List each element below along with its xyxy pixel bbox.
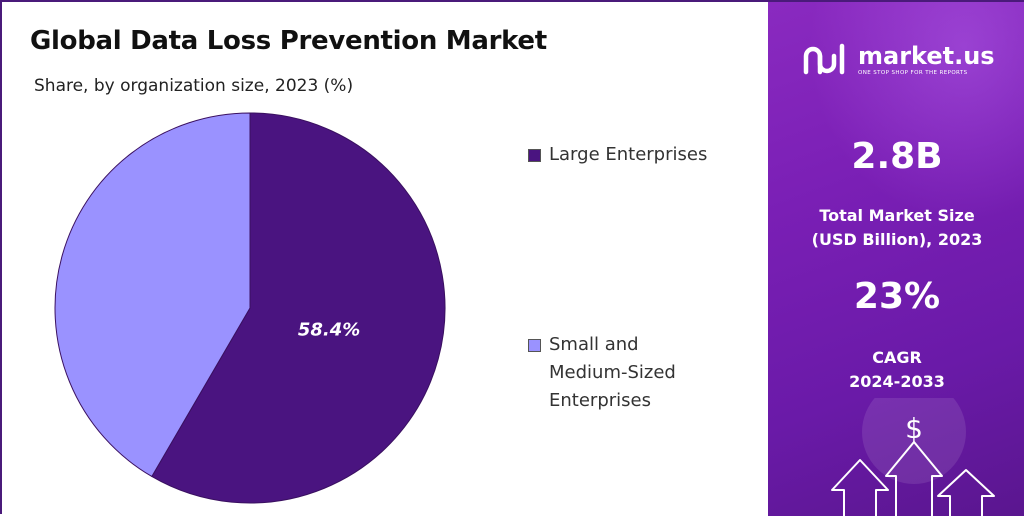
growth-arrows-decoration: $ [831, 398, 995, 516]
up-arrow-right-icon [937, 469, 995, 516]
up-arrow-left-icon [831, 459, 889, 516]
coin-circle-icon [862, 398, 966, 484]
legend-item-small-medium-enterprises: Small and Medium-Sized Enterprises [528, 334, 676, 415]
legend-swatch-large-enterprises [528, 149, 541, 162]
market-size-label-line2: (USD Billion), 2023 [811, 230, 983, 249]
market-size-value: 2.8B [851, 136, 943, 177]
pie-chart: 58.4% [54, 112, 446, 504]
stats-sidebar: market.us ONE STOP SHOP FOR THE REPORTS … [768, 2, 1024, 516]
dollar-icon: $ [905, 412, 923, 445]
sidebar-glow [808, 2, 1024, 222]
legend-item-large-enterprises: Large Enterprises [528, 144, 707, 169]
legend-label-small-medium-enterprises: Small and Medium-Sized Enterprises [549, 334, 676, 411]
cagr-value: 23% [853, 276, 941, 317]
legend-label-large-enterprises: Large Enterprises [549, 144, 708, 165]
market-size-label-line1: Total Market Size [819, 206, 975, 225]
pie-slice-small-and-medium-sized-enterprises [54, 112, 251, 478]
pie-slice-large-enterprises [151, 112, 446, 504]
chart-panel: Global Data Loss Prevention Market Share… [2, 2, 768, 516]
cagr-label-line1: CAGR [872, 348, 922, 367]
brand-logo-group: market.us ONE STOP SHOP FOR THE REPORTS [802, 42, 995, 76]
cagr-label-line2: 2024-2033 [849, 372, 945, 391]
chart-title: Global Data Loss Prevention Market [30, 26, 547, 56]
brand-name: market.us [858, 41, 995, 70]
brand-tagline: ONE STOP SHOP FOR THE REPORTS [858, 69, 968, 76]
pie-data-label-large-enterprises: 58.4% [298, 319, 360, 340]
legend-swatch-small-medium-enterprises [528, 339, 541, 352]
market-us-logo-icon [803, 43, 845, 75]
up-arrow-center-icon [885, 441, 943, 516]
chart-subtitle: Share, by organization size, 2023 (%) [34, 76, 354, 96]
